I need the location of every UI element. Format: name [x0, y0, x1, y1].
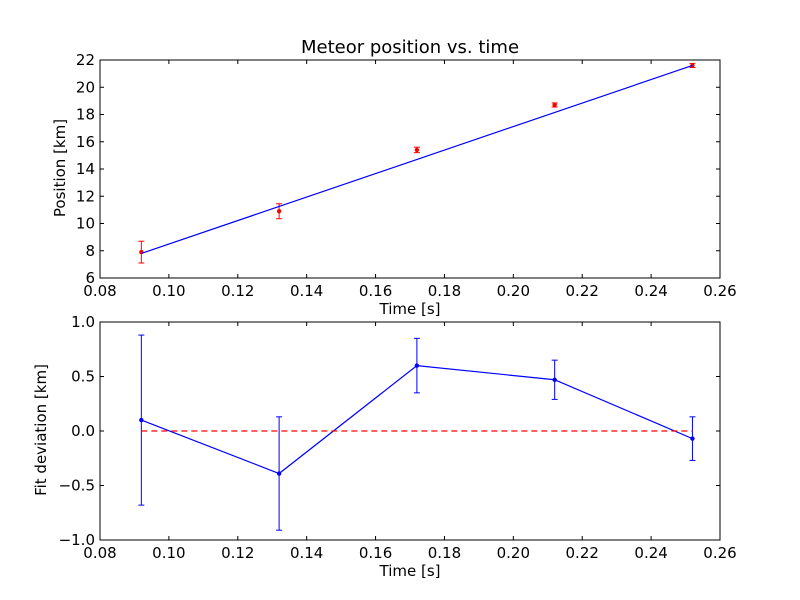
position-chart-title: Meteor position vs. time — [301, 37, 519, 58]
deviation-chart-xtick-label: 0.08 — [83, 544, 116, 562]
position-chart-xtick-label: 0.24 — [634, 282, 667, 300]
deviation-chart-data-point — [690, 436, 695, 441]
position-chart-data-point — [139, 249, 144, 255]
position-chart-ytick-label: 20 — [76, 78, 95, 96]
position-chart-data-point — [552, 102, 557, 108]
position-chart-ytick-label: 10 — [76, 215, 95, 233]
deviation-chart-xtick-label: 0.14 — [290, 544, 323, 562]
deviation-chart-ylabel: Fit deviation [km] — [32, 364, 50, 496]
deviation-chart-xtick-label: 0.10 — [152, 544, 185, 562]
position-chart-xlabel: Time [s] — [379, 300, 441, 318]
deviation-chart-xtick-label: 0.12 — [221, 544, 254, 562]
position-chart-xtick-label: 0.08 — [83, 282, 116, 300]
deviation-chart-xtick-label: 0.26 — [703, 544, 736, 562]
position-chart-data-point — [414, 147, 420, 153]
position-chart-xtick-label: 0.16 — [359, 282, 392, 300]
position-chart-plot-area: 0.08 0.10 0.12 0.14 0.16 0.18 0.20 0.22 0.24 0.26… — [76, 51, 737, 300]
deviation-chart-data-point — [139, 417, 144, 423]
deviation-chart-xtick-label: 0.24 — [634, 544, 667, 562]
deviation-chart: Time [s] Fit deviation [km] 0.08 0.10 0.12… — [32, 313, 737, 580]
position-chart-ytick-label: 18 — [76, 106, 95, 124]
deviation-chart-ytick-label: 0.0 — [71, 422, 95, 440]
position-chart: Meteor position vs. time Time [s] Positi… — [51, 37, 737, 318]
deviation-chart-xtick-label: 0.18 — [428, 544, 461, 562]
deviation-chart-ytick-label: 1.0 — [71, 313, 95, 331]
position-chart-xtick-label: 0.18 — [428, 282, 461, 300]
position-chart-xtick-label: 0.14 — [290, 282, 323, 300]
deviation-chart-data-point — [276, 471, 282, 476]
position-chart-ytick-label: 22 — [76, 51, 95, 69]
position-chart-fit-line — [141, 64, 693, 255]
position-chart-data-point — [276, 209, 282, 214]
position-chart-ylabel: Position [km] — [51, 119, 69, 217]
deviation-chart-data-point — [552, 377, 557, 382]
deviation-chart-xlabel: Time [s] — [379, 562, 441, 580]
deviation-chart-xtick-label: 0.20 — [497, 544, 530, 562]
position-chart-ytick-label: 8 — [85, 242, 95, 260]
position-chart-xtick-label: 0.22 — [566, 282, 599, 300]
position-chart-xtick-label: 0.20 — [497, 282, 530, 300]
deviation-chart-ytick-label: −1.0 — [59, 531, 95, 549]
deviation-chart-plot-area: 0.08 0.10 0.12 0.14 0.16 0.18 0.20 0.22 0.24 0.26… — [59, 313, 737, 562]
position-chart-ytick-label: 12 — [76, 187, 95, 205]
deviation-chart-xtick-label: 0.16 — [359, 544, 392, 562]
position-chart-xtick-label: 0.26 — [703, 282, 736, 300]
deviation-chart-xtick-label: 0.22 — [566, 544, 599, 562]
position-chart-ytick-label: 16 — [76, 133, 95, 151]
position-chart-ytick-label: 14 — [76, 160, 95, 178]
deviation-chart-data-point — [414, 363, 420, 368]
position-chart-xtick-label: 0.12 — [221, 282, 254, 300]
position-chart-xtick-label: 0.10 — [152, 282, 185, 300]
deviation-chart-ytick-label: −0.5 — [59, 477, 95, 495]
deviation-chart-ytick-label: 0.5 — [71, 368, 95, 386]
position-chart-ytick-label: 6 — [85, 269, 95, 287]
